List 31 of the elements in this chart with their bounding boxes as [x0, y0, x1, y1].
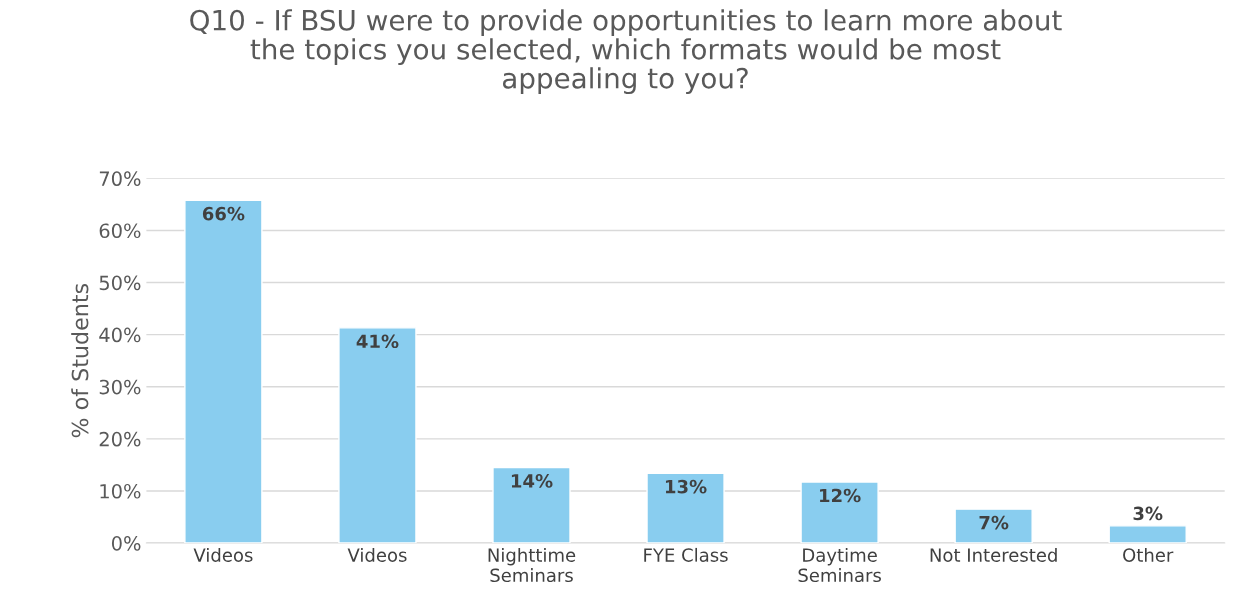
bar	[646, 472, 725, 544]
x-tick-label: Other	[1123, 547, 1174, 562]
y-axis-title: % of Students	[71, 283, 89, 438]
y-tick-label: 50%	[99, 275, 141, 291]
x-tick-label: Not Interested	[930, 547, 1057, 562]
data-label: 13%	[665, 479, 707, 494]
bar	[800, 481, 879, 544]
data-label: 66%	[202, 206, 245, 221]
y-tick-label: 20%	[99, 431, 141, 447]
bar	[492, 466, 571, 544]
bar	[184, 199, 263, 544]
y-tick-label: 60%	[99, 223, 141, 239]
bar	[1108, 525, 1187, 544]
y-tick-label: 30%	[99, 379, 141, 395]
x-tick-label: Videos	[193, 547, 253, 562]
x-tick-label: Videos	[347, 547, 407, 562]
data-label: 41%	[356, 334, 399, 349]
y-tick-label: 10%	[100, 483, 141, 499]
bar	[954, 508, 1033, 544]
x-tick-label: Daytime Seminars	[798, 547, 881, 583]
bar	[338, 327, 417, 544]
data-label: 3%	[1133, 506, 1163, 521]
x-tick-label: FYE Class	[644, 547, 728, 562]
x-tick-label: Nighttime Seminars	[488, 547, 576, 583]
chart-title: Q10 - If BSU were to provide opportunities to learn more about the topics you selected, which formats would be most appealing to you?	[190, 9, 1062, 95]
data-label: 7%	[979, 515, 1009, 530]
data-label: 14%	[511, 474, 553, 488]
data-label: 12%	[820, 488, 861, 503]
y-tick-label: 40%	[99, 327, 141, 343]
y-tick-label: 0%	[111, 536, 141, 551]
y-tick-label: 70%	[99, 171, 141, 187]
